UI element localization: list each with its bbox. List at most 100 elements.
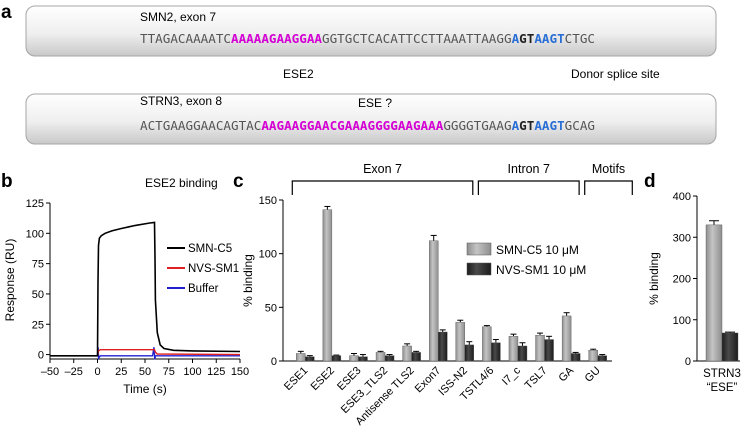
chart-b: 0 25 50 75 100 125 –50 –25 0 25 50 75 100 125 150 Time … xyxy=(3,198,249,396)
y-tick-label: 50 xyxy=(32,289,44,301)
group-bracket xyxy=(584,180,633,195)
y-tick-label: 0 xyxy=(271,356,277,368)
sequence-segment: A xyxy=(512,118,520,133)
y-tick-label: 75 xyxy=(32,259,44,271)
x-tick-label: –50 xyxy=(41,366,59,378)
sequence-segment: GGTGCTCACATTCCTTAAATTAAGG xyxy=(322,31,512,46)
x-tick-label: STRN3 “ESE” xyxy=(703,368,741,394)
y-tick-label: 300 xyxy=(673,232,691,244)
bar-nvs-sm1 xyxy=(570,353,581,362)
group-bracket xyxy=(291,180,474,195)
legend-swatch xyxy=(466,242,492,256)
bar-smn-c5 xyxy=(508,336,519,362)
legend-label: Buffer xyxy=(188,283,219,295)
ese-question-label: ESE ? xyxy=(358,96,392,110)
sequence-box-smn2 xyxy=(25,5,717,57)
group-label: Intron 7 xyxy=(508,162,550,176)
y-tick-label: 50 xyxy=(265,302,277,314)
bar-smn-c5 xyxy=(375,352,386,362)
bar-nvs-sm1 xyxy=(331,355,342,362)
bar-nvs-sm1 xyxy=(438,331,448,362)
bar-smn-c5 xyxy=(455,322,465,362)
y-tick-label: 100 xyxy=(26,228,44,240)
y-tick-label: 100 xyxy=(259,249,277,261)
sequence-segment: ACTGAAGGAACAGTAC xyxy=(140,118,261,133)
sequence-segment: CTGC xyxy=(565,31,595,46)
bar-smn-c5 xyxy=(561,315,572,362)
x-tick-label: 75 xyxy=(163,366,175,378)
legend-label: NVS-SM1 10 μM xyxy=(496,263,586,277)
sequence-segment: TTAGACAAAATC xyxy=(140,31,231,46)
x-tick-label: GU xyxy=(583,365,603,385)
smn2-sequence: TTAGACAAAATCAAAAAGAAGGAAGGTGCTCACATTCCTT… xyxy=(140,31,595,46)
sequence-segment: GCAG xyxy=(565,118,595,133)
sequence-segment: GAAAGGGGAAGAAA xyxy=(337,118,444,133)
group-label: Exon 7 xyxy=(363,162,402,176)
bar-smn-c5 xyxy=(482,326,492,362)
panel-b-label: b xyxy=(1,171,13,192)
bar-nvs-sm1 xyxy=(305,356,315,362)
bar-nvs-sm1 xyxy=(411,352,421,362)
bar-nvs-sm1 xyxy=(384,355,395,362)
x-tick-label: 150 xyxy=(231,366,249,378)
y-axis-label: % binding xyxy=(647,252,661,305)
donor-splice-site-label: Donor splice site xyxy=(571,67,660,81)
bar-smn-c5 xyxy=(705,224,723,362)
strn3-sequence: ACTGAAGGAACAGTACAAGAAGGAACGAAAGGGGAAGAAA… xyxy=(140,118,595,133)
strn3-exon8-title: STRN3, exon 8 xyxy=(140,94,222,108)
bar-smn-c5 xyxy=(296,353,306,362)
y-axis-label: Response (RU) xyxy=(3,239,17,322)
y-tick-label: 400 xyxy=(673,191,691,203)
group-label: Motifs xyxy=(592,162,625,176)
bar-smn-c5 xyxy=(322,209,333,362)
bar-nvs-sm1 xyxy=(464,344,474,362)
sequence-segment: AAGAAGGAAC xyxy=(261,118,337,133)
x-tick-label: 125 xyxy=(207,366,225,378)
y-tick-label: 150 xyxy=(259,195,277,207)
bar-nvs-sm1 xyxy=(517,345,528,362)
x-tick-label: ESE2 xyxy=(309,365,337,393)
bar-smn-c5 xyxy=(429,240,439,362)
x-tick-label: GA xyxy=(557,364,577,384)
x-tick-label: I7_c xyxy=(500,364,524,388)
panel-d-label: d xyxy=(644,171,656,192)
x-tick-label: 0 xyxy=(94,366,100,378)
y-tick-label: 25 xyxy=(32,319,44,331)
chart-b-title: ESE2 binding xyxy=(145,176,218,190)
sequence-segment: GT xyxy=(519,118,535,133)
x-tick-label-line: STRN3 xyxy=(703,368,741,380)
legend-label: SMN-C5 xyxy=(188,243,232,255)
y-tick-label: 0 xyxy=(38,350,44,362)
sequence-segment: AAGT xyxy=(534,31,565,46)
sequence-segment: AAAAAGAAGGAA xyxy=(231,31,322,46)
y-axis-label: % binding xyxy=(241,254,255,307)
x-tick-label: 50 xyxy=(139,366,151,378)
y-tick-label: 0 xyxy=(685,356,691,368)
x-tick-label: 100 xyxy=(183,366,201,378)
y-tick-label: 200 xyxy=(673,274,691,286)
bar-smn-c5 xyxy=(535,335,545,362)
x-tick-label: TSL7 xyxy=(523,365,550,392)
ese2-label: ESE2 xyxy=(283,67,314,81)
sequence-segment: GGGGTGAAG xyxy=(443,118,511,133)
sequence-segment: A xyxy=(512,31,520,46)
panel-a-label: a xyxy=(1,2,12,23)
panel-c-label: c xyxy=(233,171,244,192)
bar-smn-c5 xyxy=(349,355,359,362)
bar-nvs-sm1 xyxy=(491,342,501,362)
sequence-segment: GT xyxy=(519,31,535,46)
legend-label: SMN-C5 10 μM xyxy=(496,243,579,257)
bar-nvs-sm1 xyxy=(358,356,368,362)
bar-nvs-sm1 xyxy=(544,339,554,362)
x-tick-label: ESE1 xyxy=(282,365,310,393)
series-line-smn-c5 xyxy=(50,221,241,357)
sequence-segment: AAGT xyxy=(534,118,565,133)
sequence-box-strn3 xyxy=(25,93,717,145)
x-tick-label: –25 xyxy=(65,366,83,378)
x-tick-label: 25 xyxy=(115,366,127,378)
legend-swatch xyxy=(466,262,492,276)
bar-smn-c5 xyxy=(588,350,598,362)
bar-nvs-sm1 xyxy=(597,355,607,362)
bar-smn-c5 xyxy=(402,345,412,362)
